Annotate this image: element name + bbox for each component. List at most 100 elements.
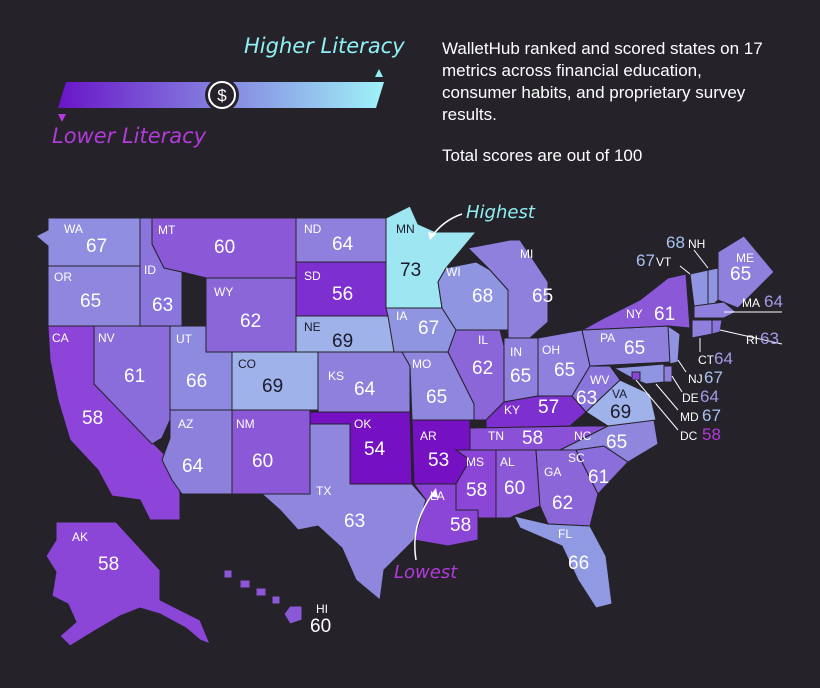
- label-CO: CO: [238, 357, 256, 371]
- score-TN: 58: [522, 428, 543, 449]
- score-MO: 65: [426, 387, 447, 408]
- label-MT: MT: [158, 223, 176, 237]
- score-KS: 64: [354, 379, 376, 400]
- label-ND: ND: [304, 222, 322, 236]
- label-VA: VA: [612, 387, 627, 401]
- score-VT: 67: [636, 251, 655, 270]
- score-WA: 67: [86, 236, 107, 257]
- label-VT: VT: [656, 255, 672, 269]
- label-ID: ID: [144, 263, 156, 277]
- score-OH: 65: [554, 360, 575, 381]
- description-text: WalletHub ranked and scored states on 17…: [442, 39, 763, 124]
- label-CA: CA: [52, 331, 69, 345]
- state-KS: [317, 351, 411, 413]
- state-NH: [707, 267, 719, 307]
- label-HI: HI: [316, 602, 328, 616]
- label-WY: WY: [214, 285, 233, 299]
- state-DC: [631, 371, 641, 381]
- label-NH: NH: [688, 237, 705, 251]
- state-MA: [693, 301, 737, 319]
- highest-callout: Highest: [428, 202, 536, 240]
- score-GA: 62: [552, 493, 573, 514]
- score-OK: 54: [364, 439, 386, 460]
- score-IL: 62: [472, 358, 493, 379]
- small-state-callouts: 68 NH 67 VT MA 64 RI 63 CT 64 NJ 67 DE 6…: [635, 233, 783, 444]
- score-NJ: 67: [704, 368, 723, 387]
- label-AL: AL: [500, 455, 515, 469]
- score-CA: 58: [82, 408, 103, 429]
- label-OR: OR: [54, 270, 72, 284]
- label-IN: IN: [510, 345, 522, 359]
- score-NC: 65: [606, 432, 627, 453]
- score-AL: 60: [504, 478, 525, 499]
- score-TX: 63: [344, 511, 365, 532]
- score-PA: 65: [624, 338, 645, 359]
- score-WI: 68: [472, 286, 493, 307]
- score-MD: 67: [702, 406, 721, 425]
- lowest-callout: Lowest: [394, 488, 458, 583]
- low-marker-icon: [58, 114, 66, 122]
- dollar-symbol: $: [217, 86, 227, 105]
- label-SC: SC: [568, 451, 585, 465]
- label-WV: WV: [590, 373, 609, 387]
- label-NV: NV: [98, 331, 115, 345]
- label-TX: TX: [316, 484, 331, 498]
- state-DE: [663, 365, 673, 383]
- score-NY: 61: [654, 304, 675, 325]
- label-TN: TN: [488, 429, 504, 443]
- score-DE: 64: [700, 387, 719, 406]
- label-DE: DE: [682, 391, 699, 405]
- lowest-arrow: [414, 491, 435, 561]
- state-CT: [691, 319, 713, 339]
- score-NV: 61: [124, 366, 145, 387]
- legend-high-label: Higher Literacy: [244, 34, 405, 58]
- state-labels: WA 67 OR 65 CA 58 NV 61 ID 63 MT 60 WY 6…: [52, 222, 754, 637]
- score-AR: 53: [428, 450, 449, 471]
- score-UT: 66: [186, 371, 207, 392]
- label-NY: NY: [626, 307, 643, 321]
- state-MI: [466, 239, 549, 339]
- score-IN: 65: [510, 366, 531, 387]
- label-KY: KY: [504, 403, 520, 417]
- label-MA: MA: [742, 296, 760, 310]
- label-IL: IL: [478, 333, 488, 347]
- hawaii-island-4: [271, 595, 281, 605]
- label-OK: OK: [354, 417, 371, 431]
- score-WV: 63: [576, 388, 597, 409]
- score-HI: 60: [310, 616, 331, 637]
- score-NH: 68: [666, 233, 685, 252]
- state-WV: [571, 365, 621, 413]
- score-MS: 58: [466, 480, 487, 501]
- label-MI: MI: [520, 247, 533, 261]
- lowest-label: Lowest: [394, 562, 458, 583]
- state-HI: [283, 605, 303, 625]
- score-DC: 58: [702, 425, 721, 444]
- score-AK: 58: [98, 554, 119, 575]
- score-MN: 73: [400, 260, 421, 281]
- score-AZ: 64: [182, 456, 204, 477]
- highest-label: Highest: [466, 202, 536, 223]
- label-SD: SD: [304, 269, 321, 283]
- label-MO: MO: [412, 357, 431, 371]
- label-MD: MD: [680, 410, 699, 424]
- label-MS: MS: [466, 455, 484, 469]
- score-NE: 69: [332, 331, 353, 352]
- state-RI: [711, 319, 723, 335]
- score-LA: 58: [450, 515, 471, 536]
- score-FL: 66: [568, 553, 589, 574]
- label-AK: AK: [72, 530, 88, 544]
- score-SC: 61: [588, 467, 609, 488]
- state-NJ: [667, 325, 681, 365]
- state-FL: [513, 515, 613, 609]
- hawaii-island-1: [223, 569, 233, 579]
- score-MA: 64: [764, 292, 783, 311]
- label-WI: WI: [446, 265, 461, 279]
- state-NY: [581, 273, 691, 331]
- score-ND: 64: [332, 234, 354, 255]
- label-PA: PA: [600, 331, 615, 345]
- label-NC: NC: [574, 429, 592, 443]
- score-note: Total scores are out of 100: [442, 146, 643, 165]
- label-WA: WA: [64, 222, 83, 236]
